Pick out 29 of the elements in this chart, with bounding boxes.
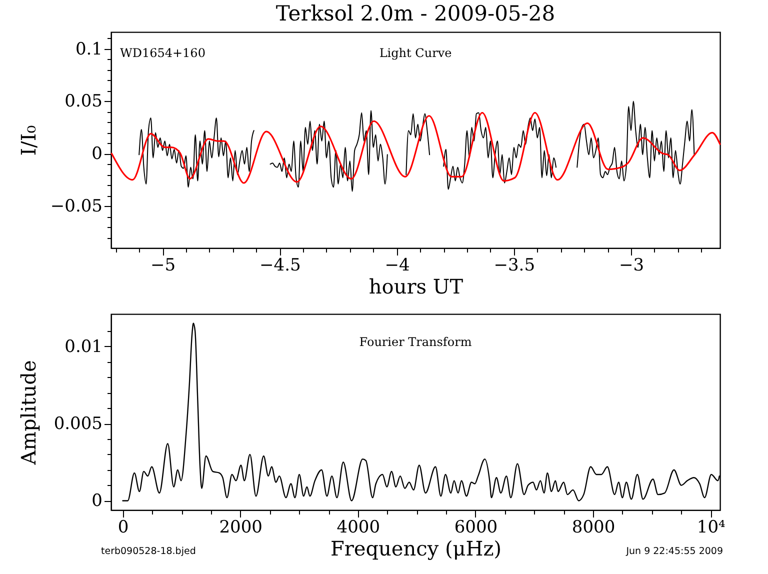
x-tick-label: 4000 bbox=[336, 518, 380, 538]
y-tick-label: 0.01 bbox=[64, 336, 102, 357]
x-axis-title: hours UT bbox=[368, 274, 464, 298]
y-axis-title: I/I₀ bbox=[16, 125, 40, 156]
annotation: Fourier Transform bbox=[359, 335, 472, 349]
x-tick-label: 0 bbox=[118, 518, 129, 538]
y-tick-label: 0.005 bbox=[54, 414, 102, 434]
x-tick-label: −4 bbox=[384, 256, 410, 276]
x-tick-label: 8000 bbox=[572, 518, 616, 538]
line-series bbox=[110, 112, 721, 184]
text: terb090528-18.bjed bbox=[101, 546, 196, 557]
x-tick-label: −4.5 bbox=[260, 256, 301, 276]
y-tick-label: −0.05 bbox=[50, 196, 102, 217]
x-tick-label: 6000 bbox=[454, 518, 498, 538]
annotation: Light Curve bbox=[379, 46, 452, 60]
text: Jun 9 22:45:55 2009 bbox=[625, 546, 723, 557]
y-tick-label: 0 bbox=[92, 491, 102, 512]
x-tick-label: −3.5 bbox=[494, 256, 536, 276]
y-tick-label: 0.1 bbox=[75, 39, 102, 60]
x-tick-label: −5 bbox=[150, 256, 176, 276]
chart-title: Terksol 2.0m - 2009-05-28 bbox=[276, 1, 556, 26]
y-tick-label: 0.05 bbox=[64, 92, 102, 112]
annotation: WD1654+160 bbox=[120, 46, 206, 60]
x-axis-title: Frequency (μHz) bbox=[330, 536, 502, 560]
y-tick-label: 0 bbox=[92, 144, 102, 164]
x-tick-label: −3 bbox=[618, 256, 644, 276]
x-tick-label: 10⁴ bbox=[696, 518, 726, 538]
x-tick-label: 2000 bbox=[219, 518, 262, 538]
y-axis-title: Amplitude bbox=[16, 360, 40, 466]
